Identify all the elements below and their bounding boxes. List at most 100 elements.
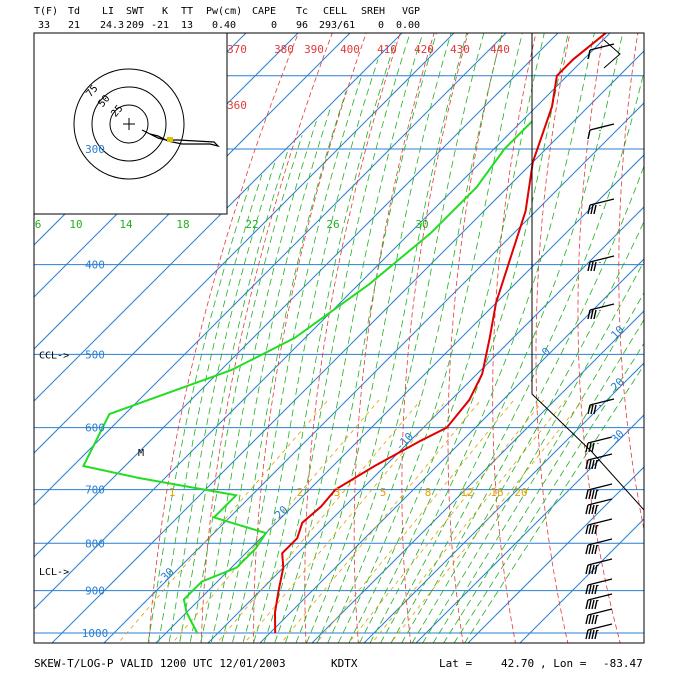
pressure-tick-label: 500 xyxy=(85,348,105,361)
wind-barb-flag xyxy=(588,489,592,500)
footer-lon-value: -83.47 xyxy=(603,657,643,670)
wind-barb-shaft xyxy=(587,558,613,566)
moist-adiabat-line xyxy=(464,364,644,643)
hodograph-storm-marker xyxy=(167,137,173,142)
header-value-cell: 293/61 xyxy=(319,20,355,31)
moist-adiabat-line xyxy=(168,162,276,643)
wind-barb-shaft xyxy=(587,518,613,526)
moist-adiabat-line xyxy=(189,135,303,643)
plot-frame xyxy=(33,32,645,644)
wind-barb-flag xyxy=(588,504,592,515)
wind-barb-flag xyxy=(585,544,589,555)
wind-barb-flag xyxy=(593,204,597,215)
wind-barb-flag xyxy=(590,204,594,215)
isotherm-line xyxy=(51,50,644,643)
moist-adiabat-label: 18 xyxy=(176,218,189,231)
wind-barb-flag xyxy=(588,524,592,535)
wind-barb-flag xyxy=(594,524,598,535)
isotherm-line xyxy=(34,33,507,506)
dry-adiabat-label: 420 xyxy=(414,43,434,56)
wind-barb-shaft xyxy=(589,303,615,311)
wind-barb-flag xyxy=(587,404,591,415)
isotherm-line xyxy=(34,33,351,350)
moist-adiabat-line xyxy=(337,33,523,643)
header-label-pw: Pw(cm) xyxy=(206,6,242,17)
header-value-tf: 33 xyxy=(38,20,50,31)
pressure-tick-label: 800 xyxy=(85,537,105,550)
wind-barb-flag xyxy=(594,599,598,610)
header-value-tc: 96 xyxy=(296,20,308,31)
header-value-swt: 209 xyxy=(126,20,144,31)
mixing-ratio-line xyxy=(171,399,380,643)
wind-barb-flag xyxy=(591,599,595,610)
wind-barb-shaft xyxy=(587,436,613,444)
wind-barb-shaft xyxy=(589,123,615,131)
wind-barb-flag xyxy=(591,614,595,625)
dry-adiabat-line xyxy=(148,33,299,643)
moist-adiabat-line xyxy=(327,33,503,643)
header-label-tc: Tc xyxy=(296,6,308,17)
moist-adiabat-line xyxy=(369,33,595,643)
header-value-td: 21 xyxy=(68,20,80,31)
header-label-td: Td xyxy=(68,6,80,17)
pressure-tick-label: 400 xyxy=(85,259,105,272)
level-markers: CCL-> LCL-> M xyxy=(39,350,144,578)
mixing-ratio-line xyxy=(348,399,545,643)
dry-adiabat-line xyxy=(353,33,435,643)
header-value-vgp: 0.00 xyxy=(396,20,420,31)
wind-barb-flag xyxy=(588,614,592,625)
wind-barbs xyxy=(585,39,621,640)
mixing-ratio-label: 16 xyxy=(490,486,503,499)
mixing-ratio-label: 5 xyxy=(380,486,387,499)
wind-barb-flag xyxy=(588,599,592,610)
moist-adiabat-line xyxy=(443,318,644,643)
dry-adiabat-label: 400 xyxy=(340,43,360,56)
wind-barb-shaft xyxy=(589,398,615,406)
wind-barb-flag xyxy=(591,459,595,470)
isotherm-line xyxy=(259,258,644,643)
moist-adiabat-label: 6 xyxy=(35,218,42,231)
wind-barb-shaft xyxy=(587,578,613,586)
ccl-marker: CCL-> xyxy=(39,350,69,361)
hodograph-ring-50 xyxy=(91,86,167,162)
wind-barb-shaft xyxy=(587,498,613,506)
sounding-profiles xyxy=(81,33,608,634)
moist-adiabat-line xyxy=(380,33,624,643)
moist-adiabat-line xyxy=(231,75,363,643)
wind-barb-shaft xyxy=(587,593,613,601)
footer-lon-label: , Lon = xyxy=(540,657,587,670)
moist-adiabat-line xyxy=(411,220,644,643)
isotherm-line xyxy=(311,310,644,643)
dry-adiabat-line xyxy=(304,33,401,643)
isotherm-line xyxy=(34,33,455,454)
header-label-k: K xyxy=(162,6,168,17)
wind-barb-flag xyxy=(594,489,598,500)
moist-adiabat-line xyxy=(158,174,263,643)
isotherm-line xyxy=(34,33,611,610)
wind-barb-flag xyxy=(588,584,592,595)
wind-barb-flag xyxy=(593,404,597,415)
wind-barb-flag xyxy=(590,261,594,272)
header-index-values: 33 21 24.3 209 -21 13 0.40 0 96 293/61 0… xyxy=(38,20,420,31)
chart-labels: 3004005006007008009001000-30-20-10010203… xyxy=(35,43,627,640)
wind-barb-shaft xyxy=(587,608,613,616)
moist-adiabat-line xyxy=(253,42,396,643)
dewpoint-profile xyxy=(81,120,533,634)
footer-station: KDTX xyxy=(331,657,358,670)
moist-adiabat-line xyxy=(200,121,317,643)
wind-barb-flag xyxy=(591,504,595,515)
isotherm-line xyxy=(415,414,644,643)
mixing-ratio-label: 20 xyxy=(514,486,527,499)
mixing-ratio-line xyxy=(371,399,566,643)
dry-adiabat-label: 360 xyxy=(227,99,247,112)
isotherm-line xyxy=(519,518,644,643)
wind-barb-shaft xyxy=(587,623,613,631)
wind-barb-flag xyxy=(585,584,589,595)
dry-adiabat-label: 410 xyxy=(377,43,397,56)
dry-adiabat-label: 380 xyxy=(274,43,294,56)
wind-barb-flag xyxy=(591,584,595,595)
isotherm-line xyxy=(155,154,644,643)
wind-barb-flag xyxy=(593,309,597,320)
wind-barb-flag xyxy=(588,442,592,453)
header-label-sreh: SREH xyxy=(361,6,385,17)
